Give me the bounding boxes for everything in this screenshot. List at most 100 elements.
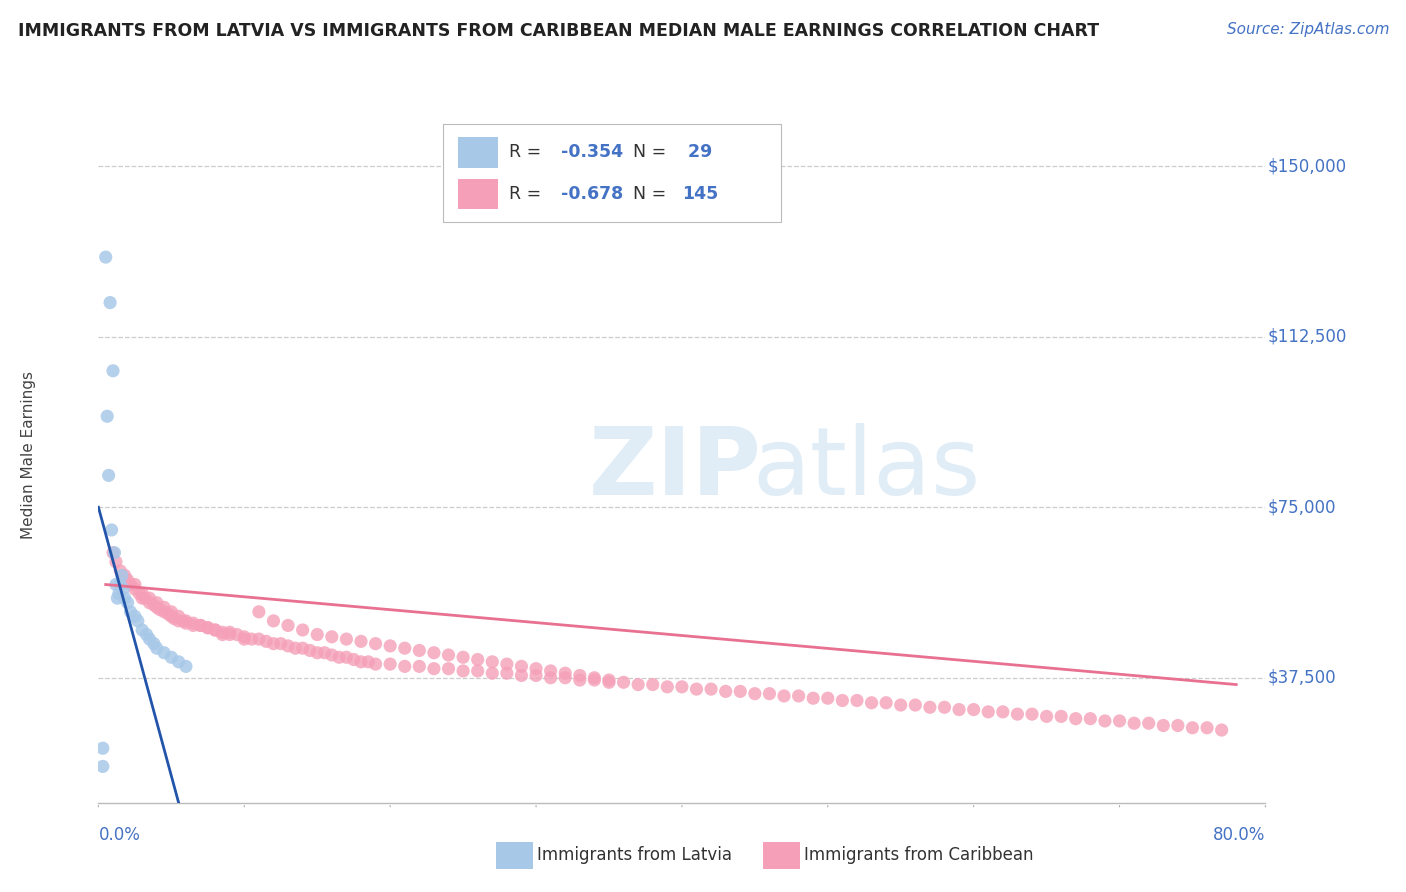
- Point: [181, 618, 204, 632]
- Point: [554, 671, 576, 685]
- Point: [350, 655, 373, 669]
- Point: [149, 602, 172, 616]
- Point: [307, 627, 329, 641]
- Point: [94, 250, 117, 264]
- Point: [408, 659, 430, 673]
- Point: [114, 568, 136, 582]
- Point: [568, 668, 591, 682]
- Point: [247, 632, 270, 646]
- Point: [146, 600, 169, 615]
- Point: [160, 609, 183, 624]
- Point: [124, 577, 146, 591]
- Point: [423, 646, 446, 660]
- Point: [357, 655, 380, 669]
- Point: [437, 648, 460, 662]
- Point: [204, 623, 226, 637]
- Point: [270, 637, 292, 651]
- FancyBboxPatch shape: [458, 178, 498, 210]
- Point: [262, 637, 284, 651]
- Point: [568, 673, 591, 687]
- Point: [120, 605, 142, 619]
- Point: [284, 641, 307, 656]
- Point: [204, 623, 226, 637]
- Point: [134, 591, 156, 606]
- Point: [1137, 716, 1160, 731]
- Point: [117, 573, 139, 587]
- Point: [101, 364, 124, 378]
- Text: Immigrants from Latvia: Immigrants from Latvia: [537, 847, 733, 864]
- Point: [495, 666, 517, 681]
- Point: [451, 650, 474, 665]
- Point: [343, 652, 366, 666]
- Point: [138, 632, 160, 646]
- Point: [394, 641, 416, 656]
- Text: Median Male Earnings: Median Male Earnings: [21, 371, 37, 539]
- Point: [598, 675, 620, 690]
- Point: [510, 668, 533, 682]
- Point: [378, 657, 402, 672]
- Text: $37,500: $37,500: [1268, 669, 1336, 687]
- Point: [167, 614, 190, 628]
- Point: [124, 609, 146, 624]
- Point: [948, 702, 970, 716]
- Text: IMMIGRANTS FROM LATVIA VS IMMIGRANTS FROM CARIBBEAN MEDIAN MALE EARNINGS CORRELA: IMMIGRANTS FROM LATVIA VS IMMIGRANTS FRO…: [18, 22, 1099, 40]
- Point: [211, 627, 233, 641]
- Point: [1007, 707, 1029, 722]
- Point: [291, 641, 314, 656]
- Point: [142, 598, 165, 612]
- Point: [875, 696, 897, 710]
- Point: [467, 652, 489, 666]
- Point: [314, 646, 336, 660]
- Point: [335, 632, 357, 646]
- Point: [641, 677, 664, 691]
- Point: [128, 586, 150, 600]
- Point: [671, 680, 693, 694]
- Point: [481, 655, 503, 669]
- Point: [524, 662, 547, 676]
- Point: [1195, 721, 1218, 735]
- Point: [758, 687, 780, 701]
- Point: [451, 664, 474, 678]
- Point: [157, 607, 180, 621]
- Point: [495, 657, 517, 672]
- Point: [181, 616, 204, 631]
- Point: [167, 655, 190, 669]
- Text: 29: 29: [682, 144, 713, 161]
- Point: [787, 689, 810, 703]
- Point: [117, 596, 139, 610]
- Text: 145: 145: [682, 185, 718, 203]
- Point: [350, 634, 373, 648]
- Point: [160, 650, 183, 665]
- Text: atlas: atlas: [752, 423, 980, 515]
- Point: [298, 643, 321, 657]
- Point: [127, 614, 149, 628]
- Point: [328, 650, 350, 665]
- Point: [773, 689, 796, 703]
- Point: [105, 591, 128, 606]
- Point: [714, 684, 737, 698]
- Point: [226, 627, 249, 641]
- Point: [1080, 712, 1102, 726]
- Point: [1021, 707, 1043, 722]
- Point: [612, 675, 634, 690]
- Point: [233, 632, 256, 646]
- Point: [890, 698, 912, 712]
- Point: [1064, 712, 1087, 726]
- Text: Source: ZipAtlas.com: Source: ZipAtlas.com: [1226, 22, 1389, 37]
- Point: [160, 605, 183, 619]
- Point: [174, 614, 197, 628]
- Point: [277, 618, 299, 632]
- Point: [120, 577, 142, 591]
- Point: [146, 596, 169, 610]
- Point: [991, 705, 1014, 719]
- Point: [190, 618, 212, 632]
- Point: [111, 568, 134, 582]
- Point: [131, 591, 153, 606]
- Point: [801, 691, 824, 706]
- Point: [100, 523, 122, 537]
- Text: ZIP: ZIP: [589, 423, 762, 515]
- Point: [153, 646, 176, 660]
- Point: [142, 637, 165, 651]
- Point: [394, 659, 416, 673]
- Point: [254, 634, 277, 648]
